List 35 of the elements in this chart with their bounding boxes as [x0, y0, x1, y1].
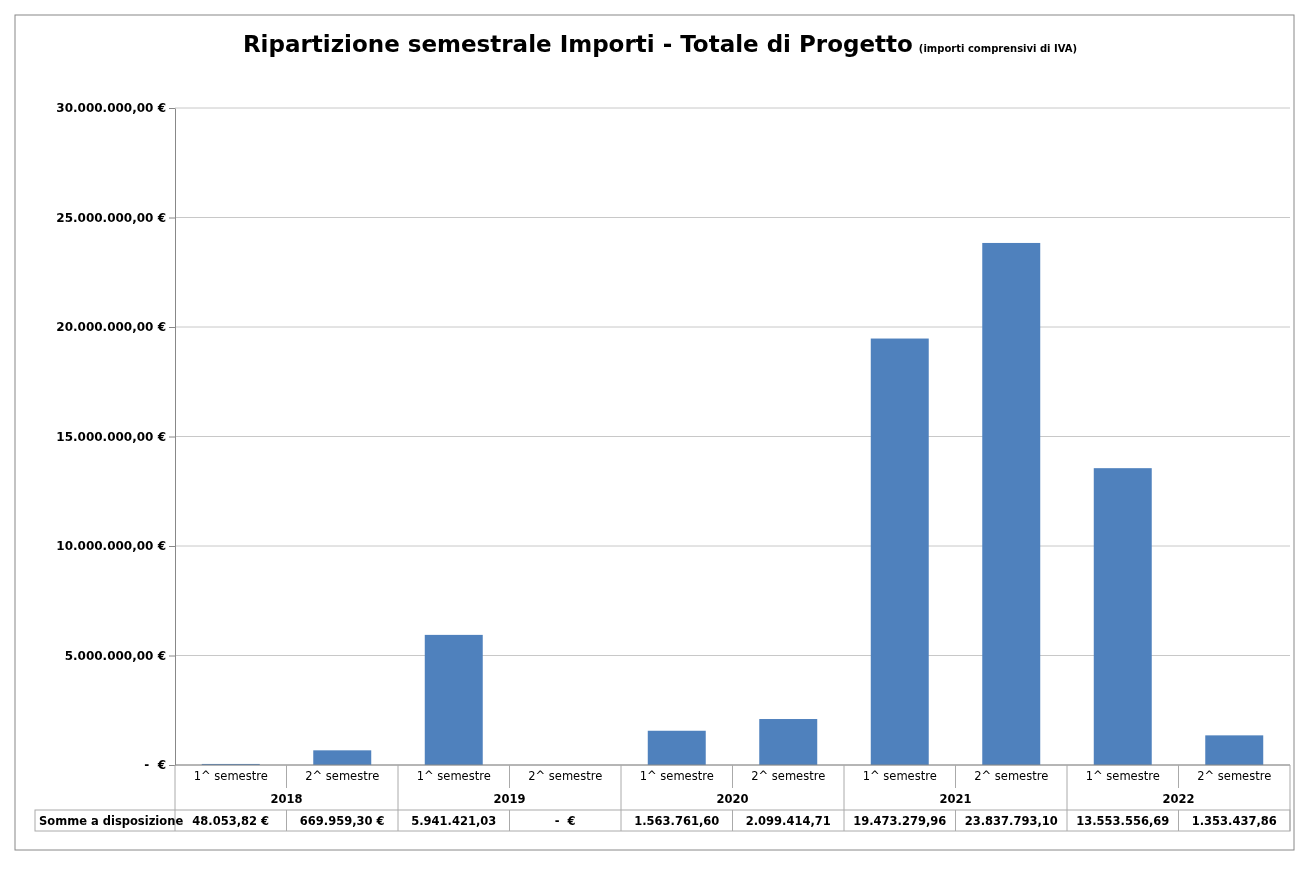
data-label: 1.353.437,86 — [1191, 814, 1277, 828]
chart-subtitle: (importi comprensivi di IVA) — [918, 43, 1078, 54]
y-tick-label: 15.000.000,00 € — [56, 429, 166, 444]
y-tick-label: - € — [144, 758, 166, 773]
text: 2019 — [493, 792, 526, 806]
text: 2018 — [270, 792, 303, 806]
data-label: 5.941.421,03 — [411, 814, 497, 828]
x-tick-label: 2^ semestre — [974, 769, 1049, 783]
text: 2020 — [716, 792, 749, 806]
text: 2022 — [1162, 792, 1195, 806]
data-label: 23.837.793,10 — [964, 814, 1058, 828]
x-tick-label: 1^ semestre — [1085, 769, 1160, 783]
y-tick-label: 5.000.000,00 € — [64, 648, 166, 663]
data-label: 2.099.414,71 — [745, 814, 831, 828]
x-tick-label: 1^ semestre — [639, 769, 714, 783]
y-tick-label: 30.000.000,00 € — [56, 101, 166, 116]
data-label: 48.053,82 € — [192, 814, 270, 828]
data-label: 19.473.279,96 — [853, 814, 947, 828]
x-tick-label: 1^ semestre — [193, 769, 268, 783]
text: Somme a disposizione — [39, 814, 184, 828]
y-tick-label: 25.000.000,00 € — [56, 210, 166, 225]
x-tick-label: 2^ semestre — [751, 769, 826, 783]
y-tick-label: 20.000.000,00 € — [56, 320, 166, 335]
x-tick-label: 1^ semestre — [416, 769, 491, 783]
text: 2021 — [939, 792, 972, 806]
data-label: - € — [554, 814, 576, 828]
x-tick-label: 1^ semestre — [862, 769, 937, 783]
x-tick-label: 2^ semestre — [528, 769, 603, 783]
x-tick-label: 2^ semestre — [1197, 769, 1272, 783]
y-tick-label: 10.000.000,00 € — [56, 539, 166, 554]
data-label: 1.563.761,60 — [634, 814, 720, 828]
x-tick-label: 2^ semestre — [305, 769, 380, 783]
data-label: 669.959,30 € — [299, 814, 385, 828]
chart-title: Ripartizione semestrale Importi - Totale di Progetto — [242, 31, 913, 57]
data-label: 13.553.556,69 — [1076, 814, 1170, 828]
